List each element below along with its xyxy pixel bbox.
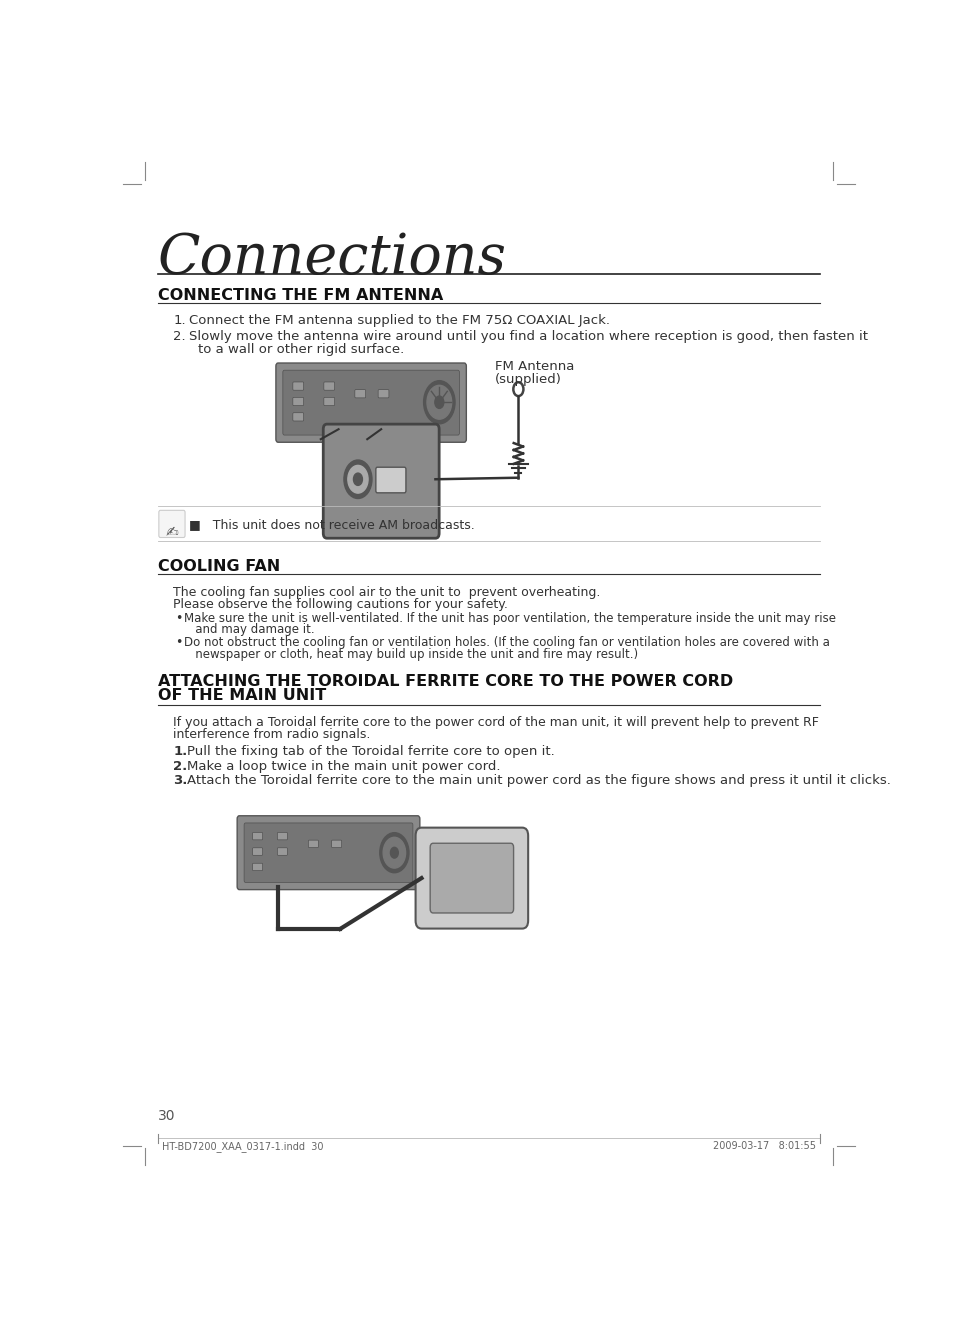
Text: 2.: 2. — [173, 330, 186, 343]
FancyBboxPatch shape — [159, 510, 185, 538]
Text: ATTACHING THE TOROIDAL FERRITE CORE TO THE POWER CORD: ATTACHING THE TOROIDAL FERRITE CORE TO T… — [158, 673, 733, 689]
Circle shape — [354, 473, 362, 485]
FancyBboxPatch shape — [323, 424, 438, 538]
FancyBboxPatch shape — [253, 863, 262, 871]
FancyBboxPatch shape — [416, 828, 528, 929]
FancyBboxPatch shape — [244, 822, 413, 883]
Text: FM Antenna: FM Antenna — [495, 360, 574, 373]
Text: ✍: ✍ — [166, 525, 178, 539]
Text: Attach the Toroidal ferrite core to the main unit power cord as the figure shows: Attach the Toroidal ferrite core to the … — [187, 774, 890, 787]
Text: •: • — [174, 612, 182, 625]
Text: CONNECTING THE FM ANTENNA: CONNECTING THE FM ANTENNA — [158, 287, 443, 303]
Circle shape — [379, 833, 409, 873]
FancyBboxPatch shape — [332, 840, 341, 847]
FancyBboxPatch shape — [282, 370, 459, 435]
Text: COOLING FAN: COOLING FAN — [158, 559, 280, 573]
FancyBboxPatch shape — [237, 816, 419, 890]
Text: Make a loop twice in the main unit power cord.: Make a loop twice in the main unit power… — [187, 759, 500, 772]
Circle shape — [423, 381, 455, 424]
FancyBboxPatch shape — [293, 413, 303, 420]
Text: (supplied): (supplied) — [495, 373, 561, 386]
Circle shape — [344, 460, 372, 498]
Text: 2.: 2. — [173, 759, 188, 772]
Text: Please observe the following cautions for your safety.: Please observe the following cautions fo… — [173, 598, 508, 610]
Circle shape — [383, 837, 405, 869]
FancyBboxPatch shape — [430, 844, 513, 913]
FancyBboxPatch shape — [275, 362, 466, 443]
FancyBboxPatch shape — [253, 847, 262, 855]
FancyBboxPatch shape — [324, 398, 335, 406]
Text: OF THE MAIN UNIT: OF THE MAIN UNIT — [158, 688, 326, 702]
Text: Do not obstruct the cooling fan or ventilation holes. (If the cooling fan or ven: Do not obstruct the cooling fan or venti… — [184, 637, 829, 650]
Text: 2009-03-17   8:01:55: 2009-03-17 8:01:55 — [712, 1140, 815, 1151]
Text: 1.: 1. — [173, 315, 186, 327]
FancyBboxPatch shape — [324, 382, 335, 390]
FancyBboxPatch shape — [293, 398, 303, 406]
Text: 30: 30 — [158, 1110, 175, 1123]
Text: Make sure the unit is well-ventilated. If the unit has poor ventilation, the tem: Make sure the unit is well-ventilated. I… — [184, 612, 836, 625]
Text: interference from radio signals.: interference from radio signals. — [173, 728, 371, 741]
Text: ■   This unit does not receive AM broadcasts.: ■ This unit does not receive AM broadcas… — [189, 518, 475, 531]
Circle shape — [427, 385, 451, 419]
FancyBboxPatch shape — [277, 833, 287, 840]
Text: 3.: 3. — [173, 774, 188, 787]
FancyBboxPatch shape — [308, 840, 318, 847]
Circle shape — [390, 847, 398, 858]
FancyBboxPatch shape — [293, 382, 303, 390]
Text: 1.: 1. — [173, 745, 188, 758]
FancyBboxPatch shape — [253, 833, 262, 840]
Text: Slowly move the antenna wire around until you find a location where reception is: Slowly move the antenna wire around unti… — [189, 330, 867, 343]
Circle shape — [435, 397, 443, 409]
FancyBboxPatch shape — [375, 467, 406, 493]
Text: to a wall or other rigid surface.: to a wall or other rigid surface. — [198, 343, 404, 356]
Text: If you attach a Toroidal ferrite core to the power cord of the man unit, it will: If you attach a Toroidal ferrite core to… — [173, 716, 819, 729]
FancyBboxPatch shape — [277, 847, 287, 855]
Text: newspaper or cloth, heat may build up inside the unit and fire may result.): newspaper or cloth, heat may build up in… — [184, 648, 638, 660]
Text: Connect the FM antenna supplied to the FM 75Ω COAXIAL Jack.: Connect the FM antenna supplied to the F… — [189, 315, 609, 327]
Text: and may damage it.: and may damage it. — [184, 623, 314, 637]
Text: •: • — [174, 637, 182, 650]
FancyBboxPatch shape — [377, 390, 389, 398]
Text: Connections: Connections — [158, 232, 506, 286]
FancyBboxPatch shape — [355, 390, 365, 398]
Text: Pull the fixing tab of the Toroidal ferrite core to open it.: Pull the fixing tab of the Toroidal ferr… — [187, 745, 555, 758]
Text: HT-BD7200_XAA_0317-1.indd  30: HT-BD7200_XAA_0317-1.indd 30 — [162, 1140, 323, 1152]
Text: The cooling fan supplies cool air to the unit to  prevent overheating.: The cooling fan supplies cool air to the… — [173, 585, 600, 598]
Circle shape — [348, 465, 368, 493]
